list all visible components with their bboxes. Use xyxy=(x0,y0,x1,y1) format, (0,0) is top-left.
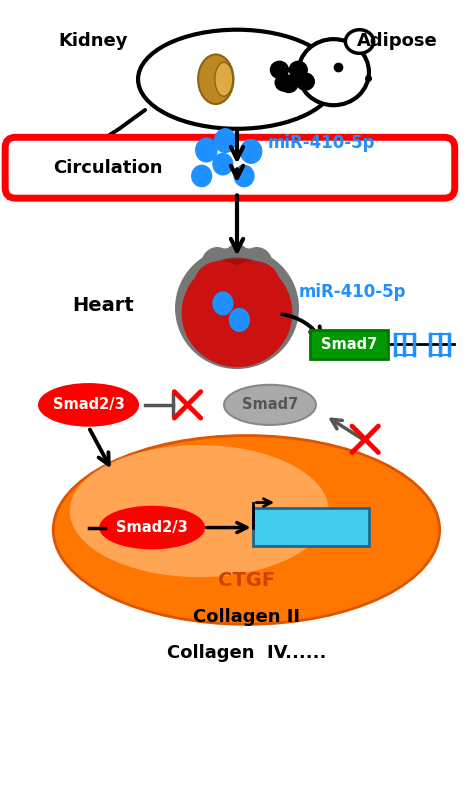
Ellipse shape xyxy=(215,62,233,97)
Ellipse shape xyxy=(241,248,272,281)
FancyBboxPatch shape xyxy=(254,508,369,547)
Ellipse shape xyxy=(213,154,233,175)
Ellipse shape xyxy=(346,30,374,53)
Text: Kidney: Kidney xyxy=(58,32,128,51)
Text: Collagen II: Collagen II xyxy=(193,609,300,626)
Ellipse shape xyxy=(192,165,211,187)
Ellipse shape xyxy=(224,385,316,425)
Ellipse shape xyxy=(213,292,233,315)
Text: Smad7: Smad7 xyxy=(242,398,298,412)
FancyBboxPatch shape xyxy=(310,330,388,359)
Ellipse shape xyxy=(204,258,270,298)
Text: CTGF: CTGF xyxy=(218,572,275,590)
Ellipse shape xyxy=(225,245,249,270)
Ellipse shape xyxy=(198,55,234,104)
Ellipse shape xyxy=(271,61,288,78)
Ellipse shape xyxy=(280,76,298,93)
Ellipse shape xyxy=(196,138,217,162)
Ellipse shape xyxy=(228,261,279,303)
Text: Smad7: Smad7 xyxy=(321,337,377,352)
Ellipse shape xyxy=(202,248,233,281)
Ellipse shape xyxy=(176,248,298,369)
Ellipse shape xyxy=(100,507,204,548)
Ellipse shape xyxy=(215,129,236,152)
Ellipse shape xyxy=(53,436,439,625)
Text: Smad2/3: Smad2/3 xyxy=(116,520,188,535)
Text: miR-410-5p: miR-410-5p xyxy=(268,134,375,152)
FancyBboxPatch shape xyxy=(5,138,455,198)
Text: Collagen  IV......: Collagen IV...... xyxy=(167,644,326,662)
Text: miR-410-5p: miR-410-5p xyxy=(298,283,406,300)
Ellipse shape xyxy=(289,61,307,78)
Ellipse shape xyxy=(240,139,262,163)
Ellipse shape xyxy=(229,308,249,331)
Ellipse shape xyxy=(138,30,336,129)
Text: Adipose: Adipose xyxy=(357,32,438,51)
Text: Smad2/3: Smad2/3 xyxy=(53,398,125,412)
Ellipse shape xyxy=(39,384,138,426)
Ellipse shape xyxy=(275,74,293,91)
Ellipse shape xyxy=(195,261,246,303)
Ellipse shape xyxy=(298,39,369,105)
Ellipse shape xyxy=(70,445,329,577)
Text: Circulation: Circulation xyxy=(53,159,163,177)
Ellipse shape xyxy=(296,73,314,90)
Ellipse shape xyxy=(182,258,292,367)
Text: Heart: Heart xyxy=(72,296,134,316)
Ellipse shape xyxy=(234,165,254,187)
